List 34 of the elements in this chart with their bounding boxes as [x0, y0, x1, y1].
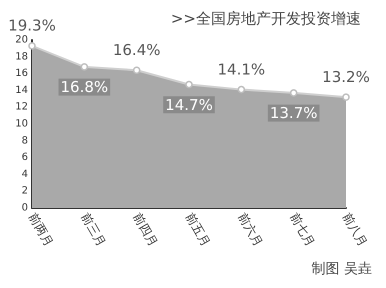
y-tick-label: 12	[15, 102, 28, 113]
y-tick-label: 18	[15, 51, 28, 62]
y-tick-label: 10	[15, 118, 28, 130]
x-tick-label: 前三月	[78, 210, 108, 249]
point	[28, 42, 36, 50]
y-tick-label: 2	[22, 186, 28, 197]
data-label: 19.3%	[8, 16, 56, 35]
data-label: 16.8%	[60, 78, 108, 96]
data-label: 14.7%	[165, 96, 213, 114]
point	[238, 86, 246, 94]
point	[342, 93, 350, 101]
x-tick-label: 前七月	[288, 210, 318, 249]
chart-title: >>全国房地产开发投资增速	[170, 10, 362, 28]
data-label: 16.4%	[112, 40, 160, 59]
x-tick-label: 前五月	[182, 210, 214, 249]
y-tick-label: 0	[22, 202, 28, 214]
point	[290, 89, 298, 97]
data-label: 13.7%	[270, 104, 318, 122]
data-label: 14.1%	[218, 60, 266, 78]
data-label: 13.2%	[322, 68, 370, 86]
x-tick-label: 前六月	[235, 210, 266, 249]
y-tick-label: 6	[22, 152, 28, 164]
point	[132, 66, 140, 74]
x-tick-label: 前八月	[340, 210, 370, 249]
y-tick-label: 8	[22, 135, 28, 146]
y-tick-label: 16	[15, 68, 28, 80]
y-tick-label: 4	[22, 168, 28, 180]
y-tick-label: 20	[15, 34, 28, 46]
point	[185, 80, 193, 88]
point	[80, 63, 88, 71]
x-tick-label: 前四月	[130, 210, 161, 249]
x-tick-label: 前两月	[26, 210, 56, 249]
text: 制图 吴垚	[312, 261, 372, 277]
y-tick-label: 14	[15, 84, 28, 96]
